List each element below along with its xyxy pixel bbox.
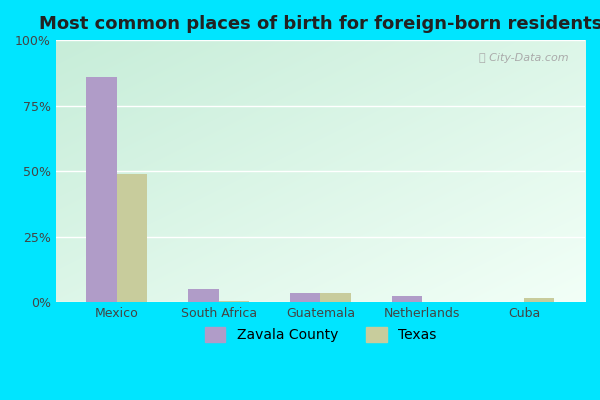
- Text: 🔍 City-Data.com: 🔍 City-Data.com: [479, 53, 569, 63]
- Bar: [218, 301, 249, 302]
- Legend: Zavala County, Texas: Zavala County, Texas: [199, 322, 442, 348]
- Title: Most common places of birth for foreign-born residents: Most common places of birth for foreign-…: [38, 15, 600, 33]
- Bar: [117, 174, 148, 302]
- Bar: [188, 289, 218, 302]
- Bar: [320, 293, 351, 302]
- Bar: [86, 77, 117, 302]
- Bar: [392, 296, 422, 302]
- Bar: [290, 293, 320, 302]
- Bar: [524, 298, 554, 302]
